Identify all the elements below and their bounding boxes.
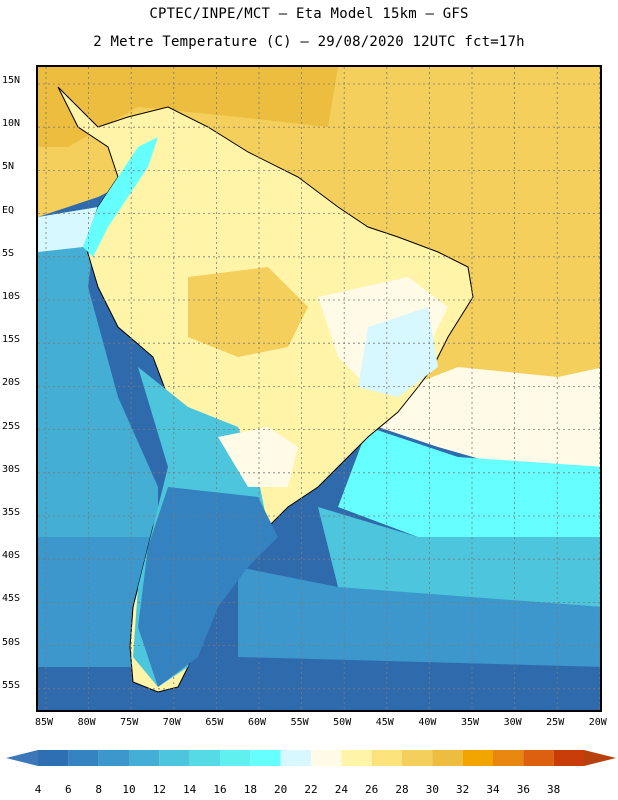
lat-tick-label: 45S bbox=[2, 593, 21, 605]
cold-atlantic bbox=[238, 567, 600, 667]
colorbar-swatch bbox=[493, 750, 524, 766]
pampas-mild bbox=[218, 427, 298, 487]
colorbar-swatch bbox=[250, 750, 281, 766]
colorbar-swatch bbox=[553, 750, 584, 766]
lon-tick-label: 45W bbox=[375, 717, 394, 728]
colorbar-label: 24 bbox=[334, 783, 348, 796]
lat-tick-label: 55S bbox=[2, 679, 21, 691]
colorbar-swatch bbox=[523, 750, 554, 766]
lat-tick-label: 5S bbox=[2, 247, 15, 259]
colorbar-label: 6 bbox=[65, 783, 72, 796]
lon-tick-label: 65W bbox=[205, 717, 224, 728]
colorbar-label: 36 bbox=[516, 783, 530, 796]
colorbar-swatch bbox=[402, 750, 433, 766]
colorbar-swatch bbox=[189, 750, 220, 766]
lat-tick-label: 25S bbox=[2, 420, 21, 432]
colorbar-label: 28 bbox=[395, 783, 409, 796]
lat-tick-label: EQ bbox=[2, 204, 15, 216]
lon-tick-label: 80W bbox=[77, 717, 96, 728]
hot-band bbox=[38, 67, 338, 147]
colorbar-label: 22 bbox=[304, 783, 318, 796]
colorbar-under-arrow bbox=[6, 750, 38, 766]
lat-tick-label: 15N bbox=[2, 75, 21, 86]
colorbar-label: 16 bbox=[213, 783, 227, 796]
patagonia-cold bbox=[138, 487, 278, 687]
colorbar-swatch bbox=[68, 750, 99, 766]
lat-tick-label: 20S bbox=[2, 377, 21, 389]
lon-tick-label: 35W bbox=[460, 717, 480, 728]
lat-tick-label: 5N bbox=[2, 161, 15, 173]
pacific-mild bbox=[38, 207, 98, 252]
colorbar-label: 12 bbox=[152, 783, 166, 796]
colorbar-swatch bbox=[462, 750, 493, 766]
temperature-map bbox=[38, 67, 600, 710]
title-line-1: CPTEC/INPE/MCT – Eta Model 15km – GFS bbox=[149, 6, 469, 22]
lat-tick-label: 10N bbox=[2, 118, 21, 130]
colorbar-label: 26 bbox=[365, 783, 379, 796]
pacific-cool bbox=[38, 207, 158, 537]
mild-atlantic bbox=[368, 367, 600, 467]
colorbar-swatch bbox=[432, 750, 463, 766]
colorbar-swatch bbox=[159, 750, 190, 766]
cooler-atlantic bbox=[318, 507, 600, 607]
colorbar-label: 38 bbox=[547, 783, 561, 796]
lat-tick-label: 10S bbox=[2, 291, 21, 302]
lon-tick-label: 60W bbox=[247, 717, 267, 728]
lon-tick-label: 25W bbox=[546, 717, 565, 728]
colorbar-swatch bbox=[341, 750, 372, 766]
lon-tick-label: 70W bbox=[162, 717, 181, 728]
lat-tick-label: 50S bbox=[2, 636, 21, 648]
lon-tick-label: 85W bbox=[34, 717, 54, 728]
lat-tick-label: 40S bbox=[2, 550, 21, 562]
colorbar-swatch bbox=[38, 750, 69, 766]
colorbar-swatch bbox=[280, 750, 311, 766]
colorbar bbox=[6, 750, 616, 766]
colorbar-label: 8 bbox=[95, 783, 102, 796]
lon-tick-label: 20W bbox=[588, 717, 607, 728]
colorbar-label: 4 bbox=[34, 783, 42, 796]
lon-tick-label: 50W bbox=[333, 717, 352, 728]
lat-lon-grid bbox=[38, 67, 600, 710]
lon-tick-label: 30W bbox=[503, 717, 522, 728]
colorbar-label: 14 bbox=[183, 783, 197, 796]
lon-tick-label: 55W bbox=[290, 717, 309, 728]
lon-tick-label: 75W bbox=[120, 717, 139, 728]
colorbar-swatch bbox=[98, 750, 129, 766]
colorbar-label: 32 bbox=[456, 783, 470, 796]
colorbar-label: 18 bbox=[243, 783, 257, 796]
warm-interior bbox=[188, 267, 308, 357]
colorbar-label: 20 bbox=[274, 783, 288, 796]
lat-tick-label: 35S bbox=[2, 507, 21, 518]
colorbar-label: 10 bbox=[122, 783, 136, 796]
cool-highlands bbox=[358, 307, 438, 397]
lat-tick-label: 15S bbox=[2, 334, 21, 346]
cool-atlantic bbox=[338, 427, 600, 537]
colorbar-label: 30 bbox=[425, 783, 439, 796]
map-panel bbox=[36, 65, 602, 712]
colorbar-over-arrow bbox=[584, 750, 616, 766]
colorbar-swatch bbox=[129, 750, 160, 766]
lat-tick-label: 30S bbox=[2, 463, 21, 475]
title-line-2: 2 Metre Temperature (C) – 29/08/2020 12U… bbox=[93, 34, 525, 50]
colorbar-label: 34 bbox=[486, 783, 500, 796]
andes-north-cool bbox=[83, 137, 158, 257]
lon-tick-label: 40W bbox=[418, 717, 437, 728]
colorbar-swatch bbox=[220, 750, 251, 766]
colorbar-swatch bbox=[371, 750, 402, 766]
colorbar-swatch bbox=[311, 750, 342, 766]
